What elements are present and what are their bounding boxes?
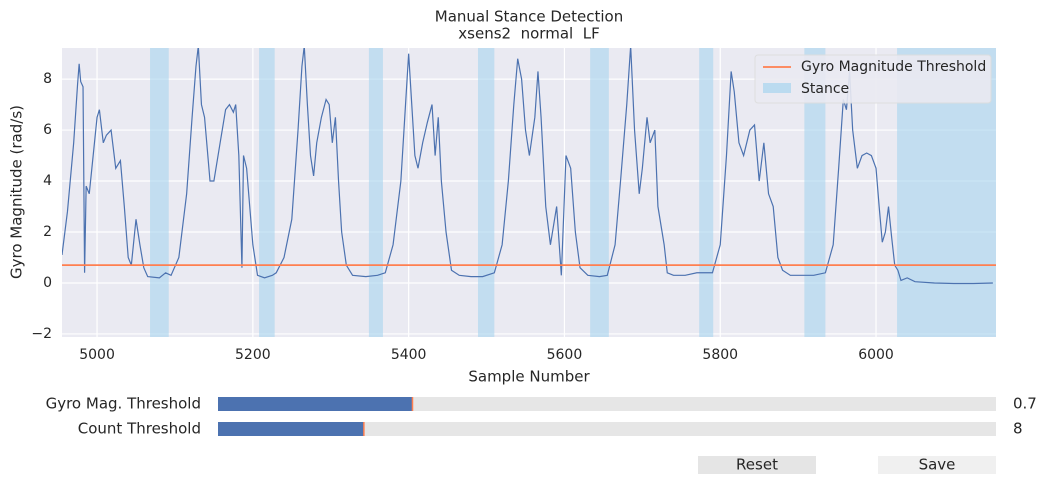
x-tick-label: 5400 [391, 347, 427, 363]
signal-line [62, 48, 993, 285]
chart-subtitle: xsens2 normal LF [458, 25, 599, 43]
stance-span [477, 48, 495, 337]
legend-label: Gyro Magnitude Threshold [801, 59, 986, 75]
x-tick-label: 5800 [702, 347, 738, 363]
legend-swatch [763, 83, 791, 93]
slider-fill[interactable] [218, 422, 364, 436]
y-tick-label: 2 [43, 224, 52, 240]
stance-span [368, 48, 383, 337]
button-label[interactable]: Save [919, 456, 956, 474]
button[interactable] [878, 456, 996, 474]
slider-label: Gyro Mag. Threshold [46, 395, 201, 413]
y-axis-label: Gyro Magnitude (rad/s) [8, 105, 26, 279]
stance-span [150, 48, 169, 337]
slider-value: 0.7 [1013, 395, 1037, 413]
button[interactable] [698, 456, 816, 474]
chart-title: Manual Stance Detection [435, 8, 624, 26]
y-tick-label: 4 [43, 173, 52, 189]
x-tick-label: 6000 [858, 347, 894, 363]
x-tick-label: 5200 [235, 347, 271, 363]
y-tick-label: 8 [43, 71, 52, 87]
y-tick-label: 0 [43, 275, 52, 291]
stance-span [699, 48, 714, 337]
slider-fill[interactable] [218, 397, 413, 411]
y-tick-label: 6 [43, 122, 52, 138]
x-axis-label: Sample Number [468, 368, 590, 386]
stance-span [590, 48, 609, 337]
legend-label: Stance [801, 81, 849, 97]
button-label[interactable]: Reset [736, 456, 778, 474]
x-tick-label: 5000 [79, 347, 115, 363]
slider-value: 8 [1013, 420, 1023, 438]
x-tick-label: 5600 [547, 347, 583, 363]
legend-box [754, 54, 992, 104]
slider-track[interactable] [218, 422, 996, 436]
y-tick-label: −2 [31, 326, 52, 342]
stance-span [259, 48, 275, 337]
slider-label: Count Threshold [78, 420, 201, 438]
